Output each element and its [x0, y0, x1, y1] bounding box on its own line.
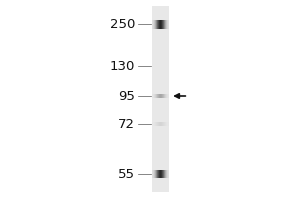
Bar — [152, 6, 169, 192]
Text: 130: 130 — [110, 60, 135, 72]
Text: 55: 55 — [118, 168, 135, 180]
Text: 72: 72 — [118, 117, 135, 130]
Text: 95: 95 — [118, 90, 135, 102]
Text: 250: 250 — [110, 18, 135, 30]
